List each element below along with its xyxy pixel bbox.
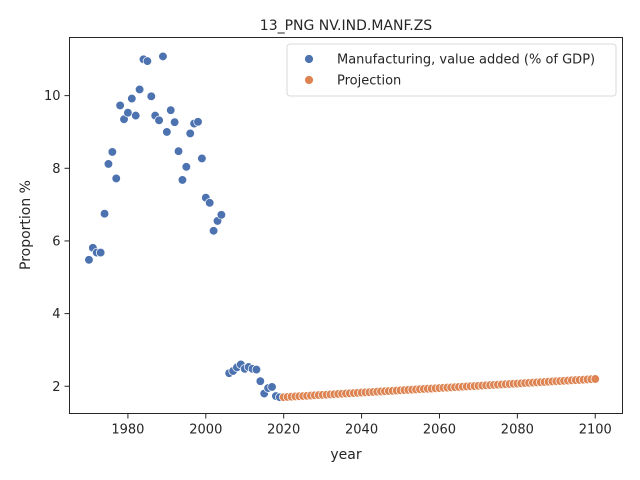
axis-ticks: 1980 2000 2020 2040 2060 2080 2100 2 4 6 8 10 — [44, 89, 612, 437]
plot-frame — [69, 37, 623, 414]
manufacturing-point — [181, 162, 191, 172]
manufacturing-point — [84, 255, 94, 265]
legend-marker-manufacturing — [304, 54, 314, 64]
manufacturing-point — [185, 128, 195, 139]
manufacturing-point — [177, 175, 188, 185]
legend-label-projection: Projection — [337, 74, 401, 89]
manufacturing-point — [107, 147, 117, 157]
manufacturing-point — [154, 115, 164, 125]
legend: Manufacturing, value added (% of GDP) Pr… — [286, 43, 617, 97]
x-tick-label: 2040 — [345, 423, 378, 438]
x-tick-label: 2100 — [579, 423, 612, 438]
y-tick-label: 10 — [44, 89, 61, 104]
manufacturing-point — [115, 100, 125, 111]
manufacturing-point — [158, 51, 168, 62]
manufacturing-point — [103, 159, 114, 169]
manufacturing-point — [162, 127, 172, 137]
chart-title: 13_PNG NV.IND.MANF.ZS — [260, 18, 433, 34]
manufacturing-point — [96, 247, 106, 258]
y-tick-label: 2 — [52, 380, 60, 395]
legend-label-manufacturing: Manufacturing, value added (% of GDP) — [337, 53, 595, 68]
x-tick-label: 2060 — [423, 423, 456, 438]
manufacturing-point — [169, 117, 180, 127]
manufacturing-point — [251, 364, 262, 375]
manufacturing-point — [111, 173, 121, 184]
y-tick-label: 8 — [52, 162, 60, 177]
manufacturing-point — [216, 210, 227, 220]
x-tick-label: 1980 — [111, 423, 144, 438]
manufacturing-point — [99, 209, 110, 219]
y-tick-label: 4 — [52, 307, 60, 322]
manufacturing-point — [208, 226, 219, 236]
x-tick-label: 2000 — [189, 423, 222, 438]
legend-marker-projection — [304, 75, 314, 85]
manufacturing-point — [123, 108, 133, 118]
manufacturing-point — [127, 93, 137, 104]
manufacturing-point — [142, 56, 153, 66]
manufacturing-point — [193, 117, 203, 127]
data-points — [84, 51, 600, 402]
y-axis-label: Proportion % — [18, 180, 34, 270]
manufacturing-point — [255, 376, 265, 386]
manufacturing-point — [131, 110, 141, 121]
x-tick-label: 2020 — [267, 423, 300, 438]
manufacturing-point — [146, 91, 156, 102]
manufacturing-point — [197, 153, 207, 164]
x-tick-label: 2080 — [501, 423, 534, 438]
projection-point — [590, 374, 600, 384]
manufacturing-point — [267, 382, 277, 392]
y-tick-label: 6 — [52, 234, 60, 249]
x-axis-label: year — [330, 447, 361, 463]
manufacturing-point — [166, 105, 176, 115]
manufacturing-point — [205, 198, 215, 208]
manufacturing-point — [134, 84, 145, 95]
manufacturing-point — [173, 146, 184, 156]
legend-box — [286, 43, 617, 97]
